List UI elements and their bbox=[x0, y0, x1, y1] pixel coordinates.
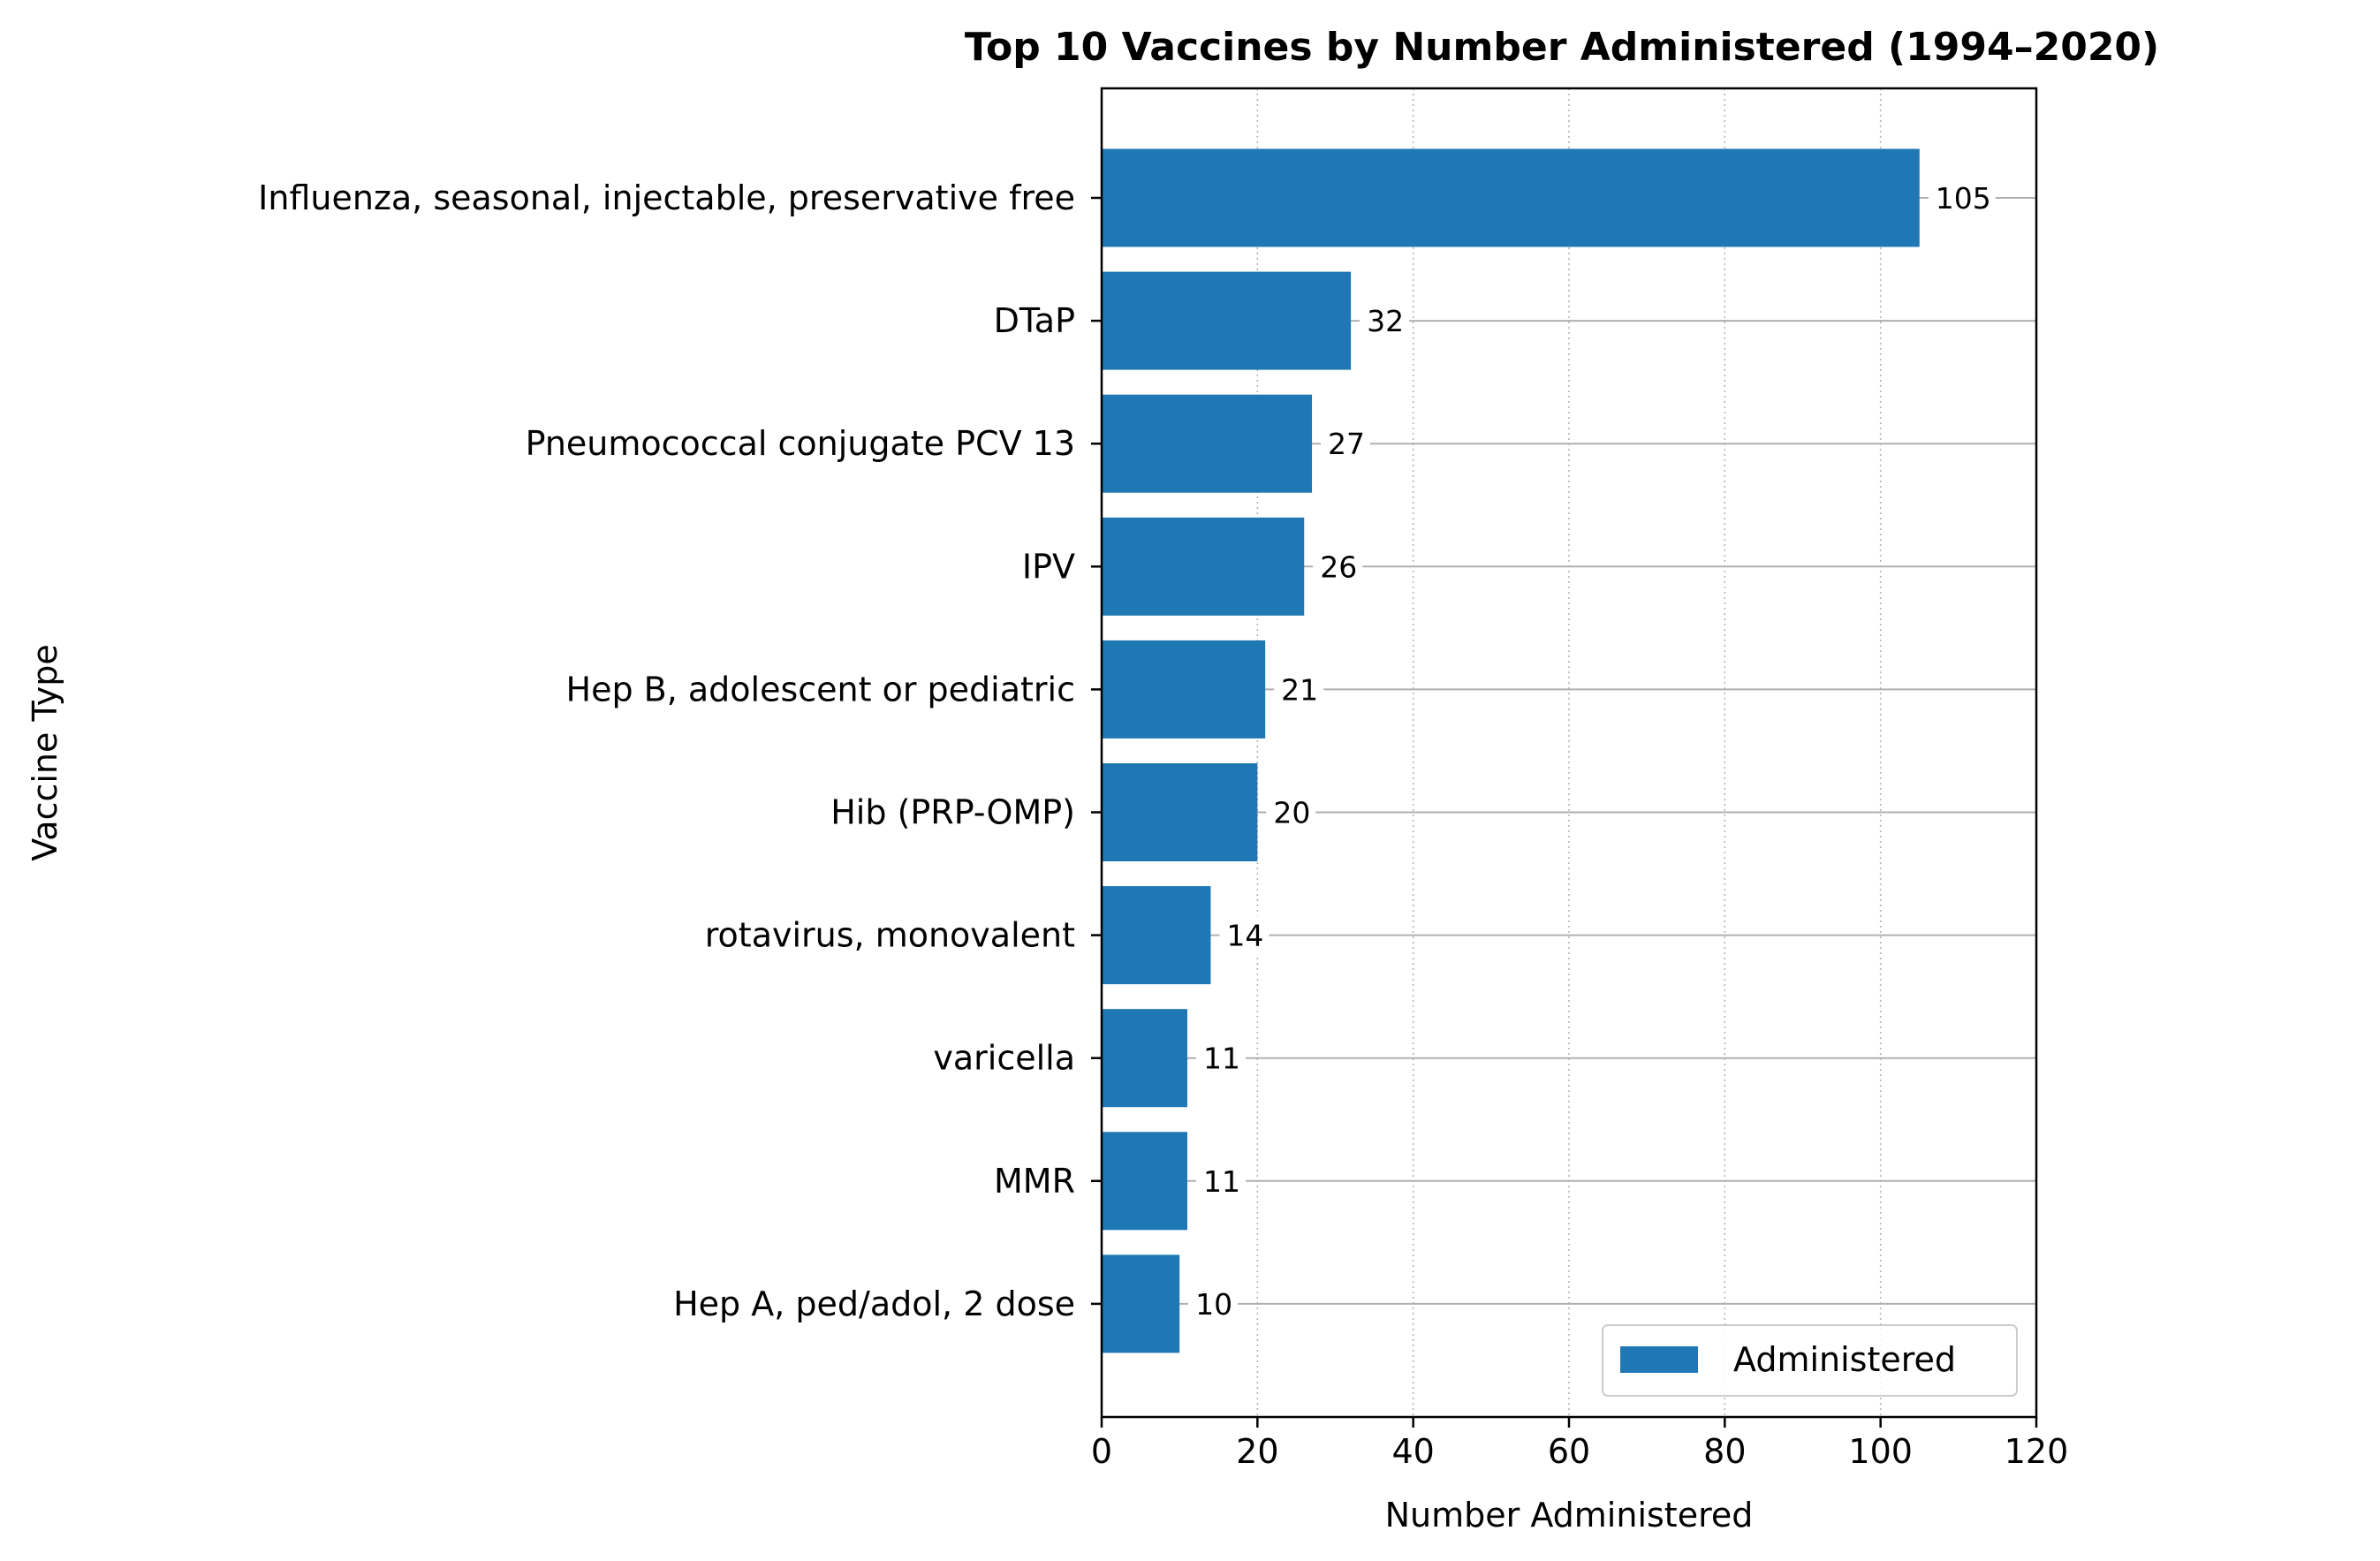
data-label: 11 bbox=[1203, 1164, 1240, 1199]
bar bbox=[1102, 763, 1258, 861]
bars-layer bbox=[1102, 148, 1920, 1353]
data-label-background bbox=[1360, 301, 1410, 341]
data-label: 11 bbox=[1203, 1042, 1240, 1076]
y-tick-label: Influenza, seasonal, injectable, preserv… bbox=[258, 178, 1075, 217]
data-label-background bbox=[1313, 547, 1363, 587]
legend: Administered bbox=[1602, 1324, 2018, 1397]
data-label-background bbox=[1928, 178, 1996, 217]
y-tick-label: Hib (PRP-OMP) bbox=[830, 793, 1075, 832]
bar bbox=[1102, 886, 1211, 985]
chart-title: Top 10 Vaccines by Number Administered (… bbox=[965, 25, 2159, 70]
x-tick-label: 40 bbox=[1391, 1432, 1434, 1471]
y-tick-label: Hep B, adolescent or pediatric bbox=[566, 670, 1076, 709]
data-label: 105 bbox=[1936, 181, 1991, 216]
data-label: 10 bbox=[1195, 1287, 1232, 1322]
bar bbox=[1102, 1254, 1180, 1353]
y-axis-label: Vaccine Type bbox=[26, 644, 64, 861]
data-labels-layer: 105 32 27 26 21 20 14 11 11 10 bbox=[1188, 178, 1996, 1323]
legend-swatch bbox=[1620, 1346, 1698, 1373]
bar bbox=[1102, 640, 1266, 739]
y-tick-label: rotavirus, monovalent bbox=[705, 916, 1075, 955]
legend-frame bbox=[1602, 1324, 2018, 1397]
bar bbox=[1102, 148, 1920, 247]
data-label: 27 bbox=[1328, 427, 1365, 461]
data-label: 14 bbox=[1226, 919, 1263, 953]
data-label-background bbox=[1266, 792, 1316, 832]
y-tick-label: DTaP bbox=[994, 301, 1075, 340]
x-tick-label: 0 bbox=[1091, 1432, 1112, 1471]
bar bbox=[1102, 517, 1305, 616]
y-tick-label: Pneumococcal conjugate PCV 13 bbox=[526, 424, 1075, 463]
x-tick-label: 80 bbox=[1703, 1432, 1746, 1471]
data-label: 26 bbox=[1320, 549, 1357, 584]
data-label-background bbox=[1321, 424, 1371, 464]
data-label: 21 bbox=[1281, 672, 1318, 707]
legend-label: Administered bbox=[1733, 1340, 1956, 1379]
data-label-background bbox=[1188, 1284, 1239, 1323]
data-label: 32 bbox=[1367, 304, 1404, 338]
x-axis-label: Number Administered bbox=[1385, 1496, 1754, 1534]
x-tick-label: 120 bbox=[2005, 1432, 2069, 1471]
bar bbox=[1102, 1132, 1187, 1231]
y-tick-label: IPV bbox=[1022, 547, 1075, 586]
x-tick-label: 60 bbox=[1548, 1432, 1590, 1471]
y-tick-label: Hep A, ped/adol, 2 dose bbox=[673, 1284, 1075, 1323]
bar bbox=[1102, 1009, 1187, 1108]
x-tick-label: 100 bbox=[1848, 1432, 1913, 1471]
data-label: 20 bbox=[1273, 796, 1310, 830]
y-axis: Influenza, seasonal, injectable, preserv… bbox=[258, 178, 1102, 1323]
y-tick-label: varicella bbox=[933, 1039, 1075, 1078]
data-label-background bbox=[1274, 670, 1324, 709]
bar bbox=[1102, 394, 1313, 493]
data-label-background bbox=[1195, 1161, 1246, 1201]
data-label-background bbox=[1195, 1038, 1246, 1078]
y-tick-label: MMR bbox=[994, 1162, 1075, 1201]
x-axis: 0 20 40 60 80 100 120 bbox=[1091, 1417, 2068, 1471]
data-label-background bbox=[1219, 915, 1270, 955]
bar bbox=[1102, 271, 1352, 370]
x-tick-label: 20 bbox=[1236, 1432, 1278, 1471]
